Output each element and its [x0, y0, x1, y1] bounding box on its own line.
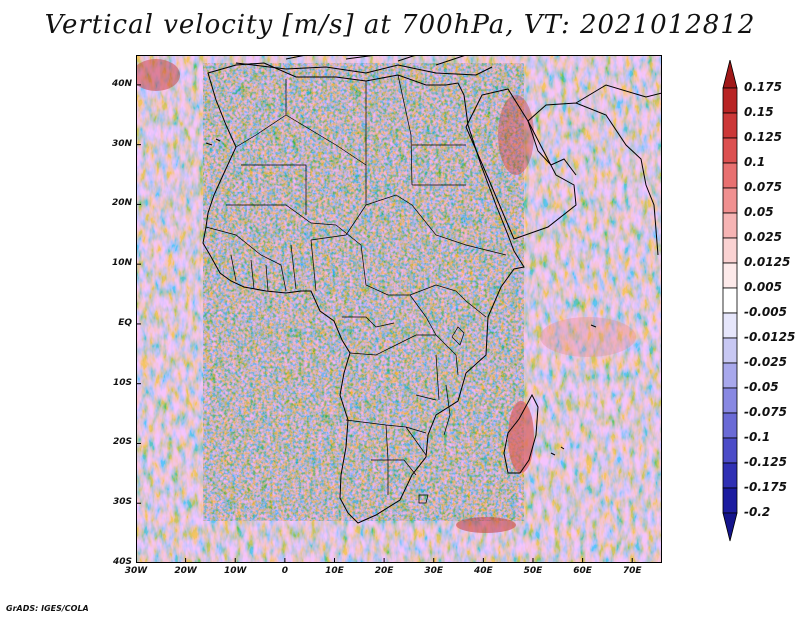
- lon-label: 20E: [374, 566, 394, 576]
- colorbar-level-label: -0.0125: [744, 330, 796, 344]
- colorbar-box: [722, 187, 738, 214]
- lon-label: 70E: [622, 566, 642, 576]
- colorbar-box: [722, 87, 738, 114]
- asia-coastline: [527, 84, 662, 256]
- colorbar-level-label: -0.175: [744, 480, 787, 494]
- lon-label: 10W: [224, 566, 247, 576]
- colorbar-box: [722, 487, 738, 514]
- east-africa-lakes: [435, 326, 465, 436]
- colorbar-level-label: 0.0125: [744, 255, 791, 269]
- colorbar-level-label: 0.075: [744, 180, 782, 194]
- indian-ocean-field: [540, 317, 636, 357]
- lon-label: 30E: [424, 566, 444, 576]
- lat-label: 40N: [111, 78, 132, 89]
- islands: [205, 138, 597, 456]
- colorbar-box: [722, 312, 738, 339]
- map-title: Vertical velocity [m/s] at 700hPa, VT: 2…: [44, 10, 756, 40]
- colorbar-level-label: 0.175: [744, 80, 782, 94]
- mediterranean-europe-coastline: [235, 55, 493, 76]
- colorbar-box: [722, 462, 738, 489]
- madagascar-coastline: [503, 393, 539, 474]
- lat-label: 10N: [111, 258, 132, 269]
- lat-label: 20S: [112, 437, 132, 448]
- central-africa-borders: [335, 194, 507, 376]
- africa-coastline: [202, 62, 525, 524]
- colorbar-box: [722, 162, 738, 189]
- lon-label: 20W: [174, 566, 197, 576]
- colorbar-box: [722, 287, 738, 314]
- colorbar-level-label: 0.005: [744, 280, 782, 294]
- colorbar-box: [722, 237, 738, 264]
- velocity-field: [136, 55, 662, 563]
- north-africa-borders: [226, 74, 466, 241]
- lon-label: 10E: [325, 566, 344, 576]
- west-africa-borders: [205, 226, 317, 292]
- colorbar-level-label: 0.15: [744, 105, 774, 119]
- colorbar-box: [722, 212, 738, 239]
- colorbar-box: [722, 362, 738, 389]
- colorbar-bottom-arrow: [722, 512, 738, 542]
- lon-label: 50E: [523, 566, 543, 576]
- axis-ticks: [136, 84, 633, 563]
- colorbar-box: [722, 437, 738, 464]
- colorbar-level-label: 0.025: [744, 230, 782, 244]
- colorbar-box: [722, 137, 738, 164]
- colorbar-top-arrow: [722, 60, 738, 89]
- lat-label: 20N: [111, 198, 132, 209]
- map-frame: [136, 55, 662, 563]
- lat-label: EQ: [118, 317, 132, 328]
- colorbar-level-label: -0.05: [744, 380, 779, 394]
- colorbar-level-label: 0.1: [744, 155, 766, 169]
- colorbar-level-label: -0.1: [744, 430, 771, 444]
- colorbar-level-label: 0.05: [744, 205, 774, 219]
- lon-label: 40E: [474, 566, 493, 576]
- lat-label: 30N: [111, 138, 132, 149]
- colorbar-level-label: -0.025: [744, 355, 787, 369]
- coastlines: [202, 55, 662, 524]
- colorbar-box: [722, 337, 738, 364]
- lat-label: 30S: [112, 497, 132, 508]
- colorbar: [722, 60, 738, 542]
- colorbar-level-label: -0.125: [744, 455, 787, 469]
- colorbar-level-label: -0.2: [744, 505, 771, 519]
- africa-land-field: [203, 63, 524, 521]
- red-sea-field: [498, 95, 534, 175]
- lon-label: 30W: [124, 566, 148, 576]
- lon-label: 60E: [573, 566, 592, 576]
- north-atlantic-field: [136, 59, 180, 91]
- lat-label: 40S: [112, 557, 132, 567]
- southern-ocean-field: [456, 517, 516, 533]
- colorbar-box: [722, 412, 738, 439]
- madagascar-field: [508, 401, 534, 473]
- arabian-peninsula-coastline: [465, 88, 577, 240]
- colorbar-box: [722, 387, 738, 414]
- colorbar-level-label: 0.125: [744, 130, 782, 144]
- lat-label: 10S: [112, 377, 132, 388]
- country-borders: [205, 74, 507, 504]
- colorbar-box: [722, 262, 738, 289]
- persian-gulf-coastline: [527, 120, 577, 176]
- vertical-velocity-map: [136, 55, 662, 563]
- grads-credit: GrADS: IGES/COLA: [6, 604, 89, 613]
- lon-label: 0: [281, 566, 288, 576]
- colorbar-level-label: -0.075: [744, 405, 787, 419]
- colorbar-level-label: -0.005: [744, 305, 787, 319]
- southern-africa-borders: [345, 394, 437, 504]
- colorbar-box: [722, 112, 738, 139]
